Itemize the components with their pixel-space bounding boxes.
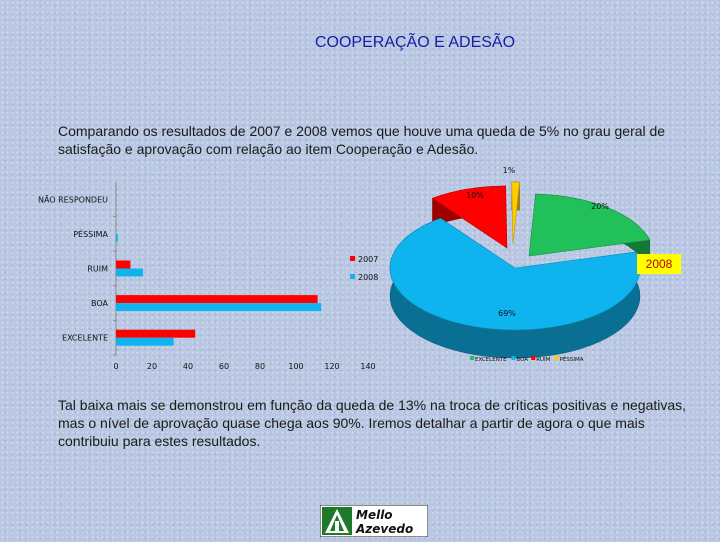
- bar-2007: [116, 329, 196, 338]
- x-tick-label: 40: [183, 362, 193, 371]
- pie-legend-swatch: [511, 356, 516, 360]
- pie-data-label: 20%: [591, 202, 609, 211]
- pie-data-label: 10%: [466, 191, 484, 200]
- category-label: BOA: [91, 299, 109, 308]
- bar-2008: [116, 337, 174, 346]
- pie-legend-swatch: [470, 356, 474, 360]
- x-tick-label: 0: [113, 362, 118, 371]
- legend-swatch-2007: [350, 256, 355, 261]
- logo-text-mello: Mello: [356, 508, 393, 522]
- logo-text-azevedo: Azevedo: [355, 522, 413, 536]
- pie-legend-label: RUIM: [536, 357, 550, 363]
- page-title: COOPERAÇÃO E ADESÃO: [0, 34, 720, 52]
- pie-slice-péssima: [511, 181, 520, 245]
- pie-slice-boa: [389, 217, 641, 331]
- pie-legend-swatch: [531, 356, 536, 360]
- legend-label-2007: 2007: [358, 255, 378, 264]
- legend-swatch-2008: [350, 274, 355, 279]
- x-tick-label: 80: [255, 362, 265, 371]
- x-tick-label: 100: [288, 362, 303, 371]
- bar-2008: [116, 233, 118, 242]
- intro-paragraph: Comparando os resultados de 2007 e 2008 …: [58, 123, 666, 157]
- pie-legend-label: PÉSSIMA: [560, 355, 584, 363]
- outro-paragraph: Tal baixa mais se demonstrou em função d…: [58, 397, 687, 449]
- x-tick-label: 140: [360, 362, 375, 371]
- pie-legend-label: BOA: [516, 357, 528, 363]
- x-tick-label: 20: [147, 362, 157, 371]
- pie-legend-label: EXCELENTE: [475, 357, 507, 363]
- bar-2008: [116, 268, 143, 277]
- company-logo: Mello Azevedo: [319, 504, 429, 538]
- category-label: EXCELENTE: [62, 334, 108, 343]
- pie-legend-swatch: [554, 356, 559, 360]
- pie-slice-ruim: [431, 185, 508, 249]
- pie-chart: 20% 69% 10% 1% EXCELENTE BOA RUIM PÉSSIMA: [389, 166, 651, 363]
- bar-2007: [116, 295, 318, 304]
- bar-2007: [116, 260, 131, 269]
- pie-slice-excelente: [528, 193, 651, 257]
- x-tick-label: 60: [219, 362, 229, 371]
- pie-data-label: 69%: [498, 309, 516, 318]
- x-tick-label: 120: [324, 362, 339, 371]
- category-label: PÉSSIMA: [73, 228, 108, 239]
- legend-label-2008: 2008: [358, 273, 378, 282]
- pie-year-label: 2008: [637, 254, 681, 274]
- bar-chart: EXCELENTE BOA RUIM PÉSSIMA NÃO RESPONDEU 0 20 4…: [38, 182, 378, 371]
- page-title-text: COOPERAÇÃO E ADESÃO: [314, 34, 516, 51]
- pie-data-label: 1%: [503, 166, 516, 175]
- bar-2008: [116, 303, 322, 312]
- category-label: NÃO RESPONDEU: [38, 194, 108, 204]
- category-label: RUIM: [87, 265, 108, 274]
